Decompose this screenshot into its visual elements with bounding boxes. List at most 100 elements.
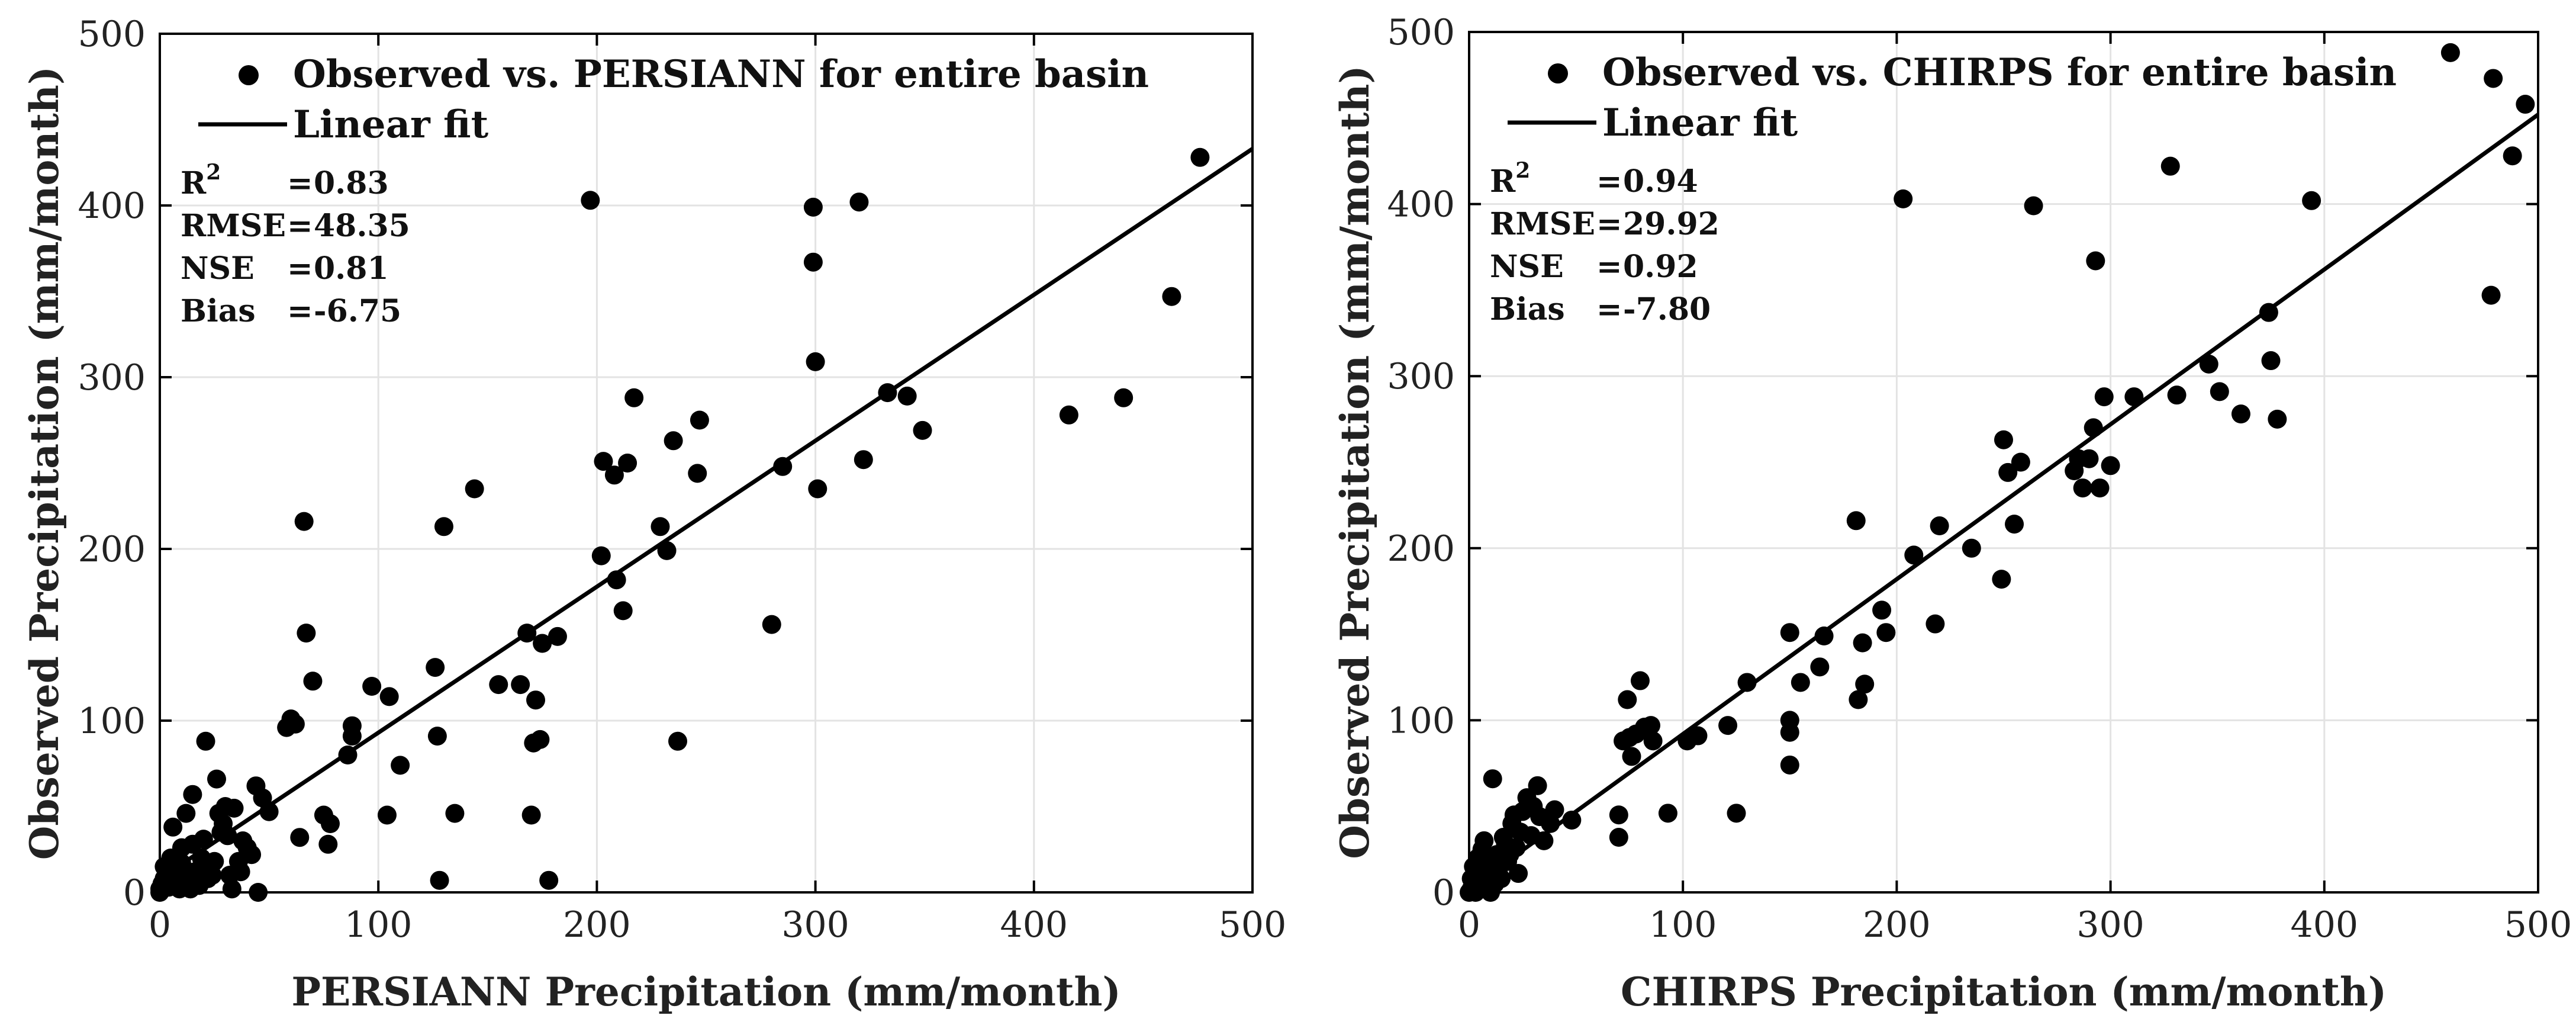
y-tick-label: 500 <box>1387 12 1455 53</box>
x-tick-label: 300 <box>781 904 849 946</box>
data-point <box>426 658 445 677</box>
data-point <box>445 804 465 823</box>
data-point <box>303 671 323 691</box>
data-point <box>1630 671 1650 690</box>
data-point <box>1643 731 1663 751</box>
data-point <box>913 420 932 440</box>
y-tick-label: 400 <box>1387 184 1455 226</box>
data-point <box>1718 716 1738 735</box>
data-point <box>1609 805 1628 825</box>
data-point <box>2005 515 2024 534</box>
data-point <box>2484 69 2503 88</box>
data-point <box>176 804 196 823</box>
stat-name: R <box>1490 163 1516 200</box>
x-tick-label: 500 <box>1219 904 1287 946</box>
data-point <box>1658 804 1677 823</box>
data-point <box>664 431 683 451</box>
data-point <box>1545 800 1564 820</box>
data-point <box>2302 191 2321 210</box>
stat-name: RMSE <box>181 208 286 244</box>
legend-marker-observed <box>239 65 259 85</box>
data-point <box>465 479 484 499</box>
stat-equals: = <box>1596 291 1622 327</box>
data-point <box>2231 404 2250 424</box>
data-point <box>224 798 244 818</box>
data-point <box>604 465 624 485</box>
data-point <box>342 727 362 746</box>
stat-name: Bias <box>181 293 256 329</box>
data-point <box>163 817 183 837</box>
y-axis-label: Observed Precipitation (mm/month) <box>1332 65 1378 859</box>
stat-equals: = <box>287 250 313 287</box>
data-point <box>1904 545 1924 565</box>
data-point <box>297 624 316 643</box>
data-point <box>242 845 262 865</box>
x-tick-label: 200 <box>1863 904 1931 946</box>
data-point <box>1994 430 2013 449</box>
x-tick-label: 0 <box>149 904 171 946</box>
data-point <box>1190 147 1210 167</box>
stat-equals: = <box>1596 163 1622 200</box>
data-point <box>1925 614 1945 634</box>
data-point <box>1855 674 1875 694</box>
chart-chirps: 0 100 200 300 400 500 0 100 200 300 400 500 CHIRPS P… <box>1332 12 2572 1015</box>
stat-name: RMSE <box>1490 206 1595 242</box>
data-point <box>897 386 917 406</box>
y-tick-label: 400 <box>78 185 146 227</box>
chart-persiann: 0 100 200 300 400 500 0 100 200 300 400 500 PERSIANN… <box>21 14 1286 1015</box>
data-point <box>2199 354 2218 374</box>
data-point <box>2481 285 2501 305</box>
x-axis-label: PERSIANN Precipitation (mm/month) <box>291 969 1120 1015</box>
stat-equals: = <box>1596 206 1622 242</box>
linear-fit-line <box>1467 113 2540 891</box>
data-point <box>1846 511 1866 531</box>
data-point <box>548 626 567 646</box>
data-point <box>1641 716 1661 735</box>
plot-frame <box>1468 31 2539 894</box>
stat-name: Bias <box>1490 291 1565 327</box>
data-point <box>2268 409 2287 429</box>
legend-label-fit: Linear fit <box>1602 101 1798 145</box>
data-point <box>2210 382 2229 401</box>
stat-label: Bias <box>181 293 256 329</box>
data-point <box>1849 690 1868 709</box>
data-point <box>657 541 677 560</box>
y-tick-label: 100 <box>78 701 146 742</box>
data-point <box>690 410 709 430</box>
data-point <box>1492 869 1511 888</box>
data-point <box>1622 747 1641 766</box>
stat-label: NSE <box>181 250 255 287</box>
data-point <box>808 479 827 499</box>
legend-marker-observed <box>1548 63 1568 83</box>
data-point <box>196 731 215 751</box>
data-point <box>379 687 399 706</box>
data-point <box>290 828 310 847</box>
x-axis-label: CHIRPS Precipitation (mm/month) <box>1621 969 2387 1015</box>
stat-value: 48.35 <box>314 208 410 244</box>
data-point <box>320 814 340 833</box>
data-point <box>231 862 250 882</box>
stat-label: RMSE <box>1490 206 1595 242</box>
y-tick-label: 200 <box>1387 528 1455 570</box>
data-point <box>2086 251 2105 271</box>
y-tick-label: 100 <box>1387 700 1455 741</box>
data-point <box>1609 828 1628 847</box>
linear-fit-line <box>159 147 1254 881</box>
stat-value: 0.81 <box>314 250 389 287</box>
data-point <box>362 677 382 696</box>
stat-equals: = <box>1596 249 1622 285</box>
data-point <box>285 714 305 734</box>
x-tick-label: 100 <box>344 904 413 946</box>
data-point <box>1509 864 1528 883</box>
stat-value: 0.83 <box>314 165 389 201</box>
stat-label: R2 <box>1490 158 1530 200</box>
y-tick-label: 300 <box>78 357 146 399</box>
stat-value: 0.92 <box>1623 249 1698 285</box>
data-point <box>1114 388 1134 407</box>
data-point <box>1474 831 1494 850</box>
stat-equals: = <box>287 208 313 244</box>
data-point <box>1780 623 1799 642</box>
data-point <box>2090 478 2110 498</box>
